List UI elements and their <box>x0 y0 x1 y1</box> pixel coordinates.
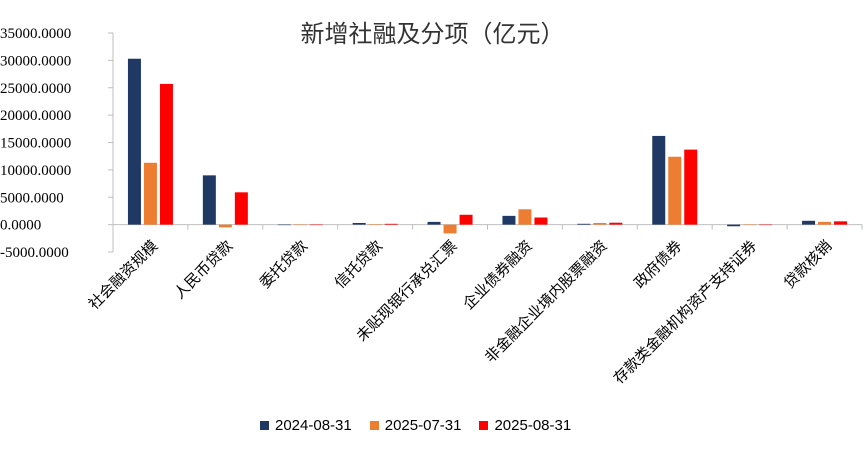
x-category-label: 社会融资规模 <box>85 237 161 313</box>
bar-2024-08-31-9 <box>802 220 816 225</box>
x-category-label: 委托贷款 <box>256 237 311 292</box>
y-tick-label: 15000.0000 <box>0 136 71 152</box>
bar-2025-08-31-4 <box>459 214 473 225</box>
bar-2025-07-31-5 <box>518 209 532 225</box>
bar-2025-07-31-0 <box>143 162 157 225</box>
bar-2024-08-31-1 <box>202 175 216 225</box>
bar-2025-07-31-3 <box>368 224 382 225</box>
bar-2024-08-31-8 <box>727 224 741 227</box>
bar-2025-07-31-7 <box>668 156 682 225</box>
y-tick-label: 10000.0000 <box>0 163 71 179</box>
bar-2024-08-31-4 <box>427 221 441 225</box>
x-category-label: 非金融企业境内股票融资 <box>481 237 610 366</box>
y-tick-label: 0.0000 <box>0 218 41 234</box>
bar-2025-08-31-2 <box>309 224 323 226</box>
bar-2025-08-31-1 <box>234 192 248 225</box>
legend-label-2025-08-31: 2025-08-31 <box>494 416 572 434</box>
y-tick-label: -5000.0000 <box>0 245 69 261</box>
x-category-label: 信托贷款 <box>331 237 386 292</box>
bar-2024-08-31-5 <box>502 215 516 225</box>
legend-swatch-2025-07-31 <box>369 420 379 430</box>
y-tick-label: 20000.0000 <box>0 108 71 124</box>
bar-2024-08-31-0 <box>127 58 141 225</box>
x-category-label: 存款类金融机构资产支持证券 <box>610 237 761 388</box>
bar-2025-08-31-6 <box>609 222 623 225</box>
y-tick-label: 35000.0000 <box>0 26 71 42</box>
bar-2024-08-31-2 <box>277 224 291 226</box>
bar-2025-07-31-8 <box>743 224 757 226</box>
legend: 2024-08-31 2025-07-31 2025-08-31 <box>260 414 589 436</box>
legend-swatch-2024-08-31 <box>260 420 269 430</box>
legend-label-2025-07-31: 2025-07-31 <box>384 416 462 434</box>
bar-2024-08-31-6 <box>577 223 591 225</box>
bar-2025-08-31-5 <box>534 217 548 225</box>
x-category-label: 政府债券 <box>630 237 685 292</box>
legend-swatch-2025-08-31 <box>479 420 489 430</box>
legend-item-2025-07-31: 2025-07-31 <box>369 416 462 434</box>
bar-2025-07-31-6 <box>593 222 607 225</box>
bar-2025-07-31-2 <box>293 224 307 226</box>
bar-2025-08-31-7 <box>684 149 698 225</box>
bar-2025-08-31-8 <box>759 224 773 226</box>
bar-2025-08-31-9 <box>834 221 848 225</box>
y-tick-label: 30000.0000 <box>0 53 71 69</box>
legend-item-2025-08-31: 2025-08-31 <box>479 417 571 434</box>
bar-2024-08-31-7 <box>652 135 666 225</box>
legend-item-2024-08-31: 2024-08-31 <box>260 417 352 434</box>
y-tick-label: 5000.0000 <box>0 190 64 206</box>
bar-2025-08-31-0 <box>159 83 173 225</box>
bar-2025-07-31-9 <box>818 221 832 225</box>
legend-label-2024-08-31: 2024-08-31 <box>275 416 352 434</box>
bar-2025-07-31-1 <box>218 224 232 228</box>
y-tick-label: 25000.0000 <box>0 81 71 97</box>
bar-2025-08-31-3 <box>384 223 398 225</box>
bar-2024-08-31-3 <box>352 222 366 225</box>
x-category-label: 企业债券融资 <box>459 237 535 313</box>
bar-2025-07-31-4 <box>443 224 457 234</box>
x-category-label: 人民币贷款 <box>170 237 236 303</box>
x-category-label: 贷款核销 <box>780 237 835 292</box>
chart-title: 新增社融及分项（亿元） <box>300 20 565 48</box>
